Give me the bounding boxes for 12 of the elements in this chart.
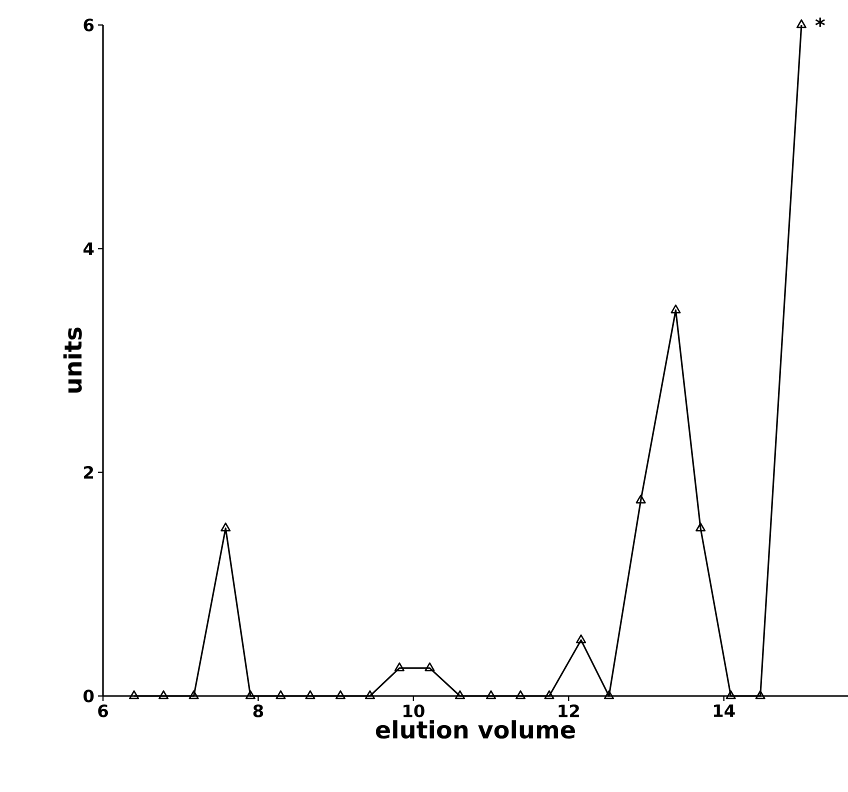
x-tick-label: 10 (404, 704, 424, 718)
y-tick-label: 0 (84, 690, 94, 702)
annotation: * (815, 18, 825, 27)
x-tick-label: 6 (98, 704, 108, 718)
y-axis-title: units (63, 328, 82, 393)
x-axis-title: elution volume (376, 720, 575, 739)
x-tick-label: 8 (253, 704, 264, 718)
x-tick-label: 14 (714, 704, 735, 717)
y-tick-label: 2 (84, 466, 94, 479)
x-tick-label: 12 (558, 704, 579, 718)
y-tick-label: 4 (83, 242, 94, 255)
y-tick-label: 6 (84, 18, 94, 32)
